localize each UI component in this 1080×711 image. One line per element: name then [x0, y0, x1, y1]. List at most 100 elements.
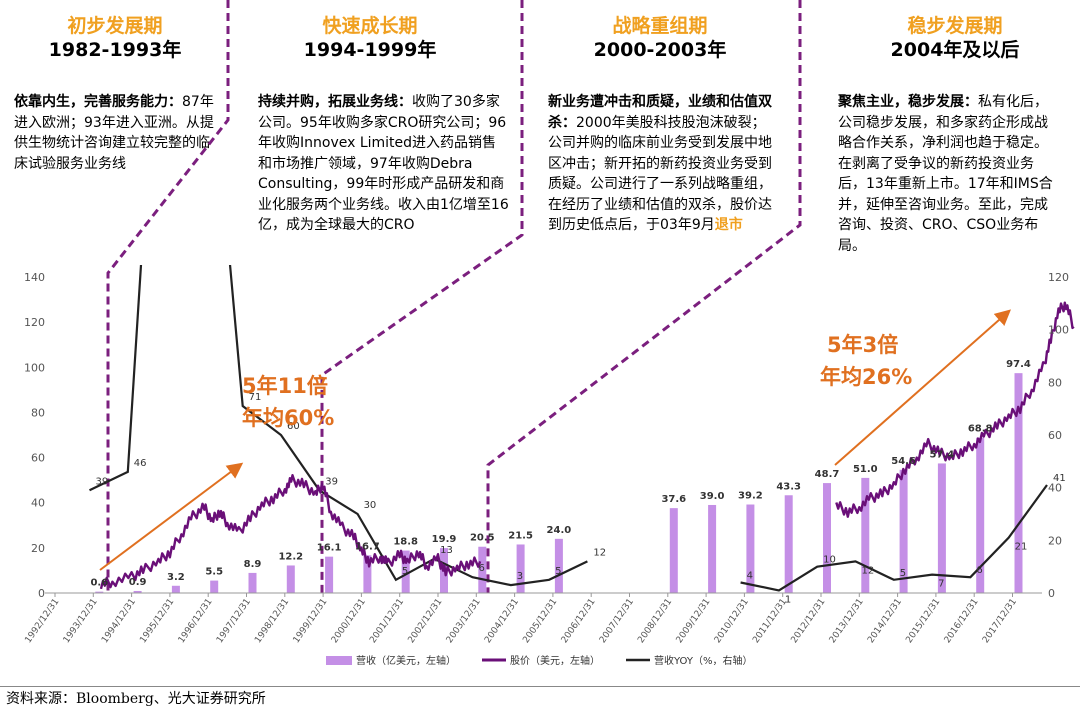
yoy-label: 46	[134, 458, 147, 469]
chart-lines	[89, 265, 1075, 592]
legend-label-yoy: 营收YOY（%，右轴）	[654, 654, 753, 667]
revenue-bar-label: 0.6	[90, 578, 108, 589]
x-axis-tick-label: 2012/12/31	[790, 597, 828, 645]
phase-4-name: 稳步发展期	[907, 15, 1003, 37]
right-axis-tick: 100	[1048, 324, 1069, 337]
x-axis-tick-label: 2016/12/31	[943, 597, 981, 645]
revenue-bar-label: 21.5	[508, 530, 533, 541]
x-axis-tick-label: 2010/12/31	[713, 597, 751, 645]
phase-3-years: 2000-2003年	[593, 39, 727, 61]
revenue-bar	[823, 483, 831, 593]
revenue-bar	[133, 590, 142, 593]
yoy-label: 12	[593, 547, 606, 558]
revenue-bar	[937, 463, 946, 593]
phase-2-description: 持续并购，拓展业务线：收购了30多家公司。95年收购多家CRO研究公司；96年收…	[258, 92, 510, 236]
price-line-2	[835, 301, 1075, 518]
revenue-bar-label: 5.5	[205, 567, 223, 578]
yoy-label: 6	[478, 563, 484, 574]
yoy-label: 5	[900, 568, 906, 579]
x-axis-tick-label: 1995/12/31	[138, 597, 176, 645]
yoy-line-2	[740, 484, 1048, 592]
revenue-price-chart: 0.6 0.9 3.2 5.5 8.9 12.2 16.1 16.7 18.8 19.9 20.5 2…	[24, 0, 1075, 667]
revenue-bar	[363, 555, 372, 593]
revenue-bar	[286, 565, 295, 593]
left-axis-tick: 40	[31, 497, 45, 510]
revenue-bars	[95, 373, 1023, 593]
left-axis-tick: 120	[24, 316, 45, 329]
yoy-label: 13	[440, 545, 453, 556]
revenue-bar	[516, 544, 525, 593]
phase-1-description: 依靠内生，完善服务能力：87年进入欧洲；93年进入亚洲。从提供生物统计咨询建立较…	[14, 92, 214, 174]
x-axis-tick-label: 2001/12/31	[368, 597, 406, 645]
phase-1-years: 1982-1993年	[48, 39, 182, 61]
x-axis-tick-label: 2000/12/31	[330, 597, 368, 645]
revenue-bar	[976, 437, 985, 593]
x-axis-tick-label: 1993/12/31	[62, 597, 100, 645]
right-axis-tick: 80	[1048, 376, 1062, 389]
revenue-bar	[746, 504, 755, 593]
yoy-label: 21	[1015, 542, 1028, 553]
legend-label-revenue: 营收（亿美元，左轴）	[356, 654, 456, 667]
right-axis-tick: 0	[1048, 587, 1055, 600]
x-axis-tick-label: 2011/12/31	[751, 597, 789, 645]
phase-3-name: 战略重组期	[612, 15, 708, 37]
revenue-bar	[95, 591, 104, 593]
phase-1-name: 初步发展期	[67, 15, 163, 37]
legend-label-price: 股价（美元，左轴）	[510, 654, 600, 667]
growth-arrow-1	[99, 462, 244, 571]
revenue-bar	[478, 546, 487, 593]
revenue-bar	[210, 580, 219, 593]
revenue-bar-label: 37.6	[661, 494, 686, 505]
x-axis-tick-label: 1996/12/31	[177, 597, 215, 645]
phase-2-years: 1994-1999年	[303, 39, 437, 61]
callout-1-line-1: 5年11倍	[242, 374, 328, 398]
yoy-label: 60	[287, 421, 300, 432]
x-axis-tick-label: 2003/12/31	[445, 597, 483, 645]
right-axis-tick: 120	[1048, 271, 1069, 284]
callout-1-line-2: 年均60%	[242, 406, 334, 430]
phase-4-years: 2004年及以后	[890, 39, 1020, 61]
source-divider	[0, 686, 1080, 687]
revenue-bar	[669, 508, 678, 593]
right-axis-tick: 40	[1048, 482, 1062, 495]
x-axis-tick-label: 2014/12/31	[866, 597, 904, 645]
phase-3-desc-body: 2000年美股科技股泡沫破裂；公司并购的临床前业务受到发展中地区冲击；新开拓的新…	[548, 114, 772, 234]
revenue-bar-label: 16.1	[317, 543, 342, 554]
revenue-bar-label: 20.5	[470, 533, 495, 544]
legend-swatch-revenue	[326, 656, 352, 665]
left-axis-tick: 80	[31, 406, 45, 419]
phase-4-description: 聚焦主业，稳步发展：私有化后，公司稳步发展，和多家药企形成战略合作关系，净利润也…	[838, 92, 1060, 256]
phase-2-name: 快速成长期	[322, 15, 418, 37]
revenue-bar	[1014, 373, 1023, 593]
yoy-label: 5	[402, 566, 408, 577]
revenue-bar	[784, 495, 793, 593]
revenue-bar-label: 97.4	[1006, 359, 1031, 370]
revenue-bar-label: 39.0	[700, 491, 725, 502]
yoy-label: 39	[95, 476, 108, 487]
yoy-label: 12	[861, 565, 874, 576]
phase-divider-1	[106, 0, 230, 593]
phase-4-desc-body: 私有化后，公司稳步发展，和多家药企形成战略合作关系，净利润也趋于稳定。在剥离了受…	[838, 94, 1053, 254]
x-axis-tick-label: 2004/12/31	[483, 597, 521, 645]
phase-2-header: 快速成长期 1994-1999年	[275, 14, 465, 62]
left-axis-tick: 140	[24, 271, 45, 284]
x-axis-tick-label: 2002/12/31	[407, 597, 445, 645]
revenue-bar	[171, 585, 180, 593]
callout-2-line-2: 年均26%	[820, 365, 912, 389]
revenue-bar	[861, 477, 870, 593]
revenue-bar-label: 12.2	[278, 551, 303, 562]
phase-4-desc-head: 聚焦主业，稳步发展：	[838, 94, 978, 110]
revenue-bar-label: 8.9	[244, 559, 262, 570]
revenue-bar-label: 39.2	[738, 491, 763, 502]
x-axis-tick-label: 2017/12/31	[981, 597, 1019, 645]
phase-2-desc-body: 收购了30多家公司。95年收购多家CRO研究公司；96年收购Innovex Li…	[258, 94, 509, 233]
left-axis-tick: 20	[31, 542, 45, 555]
revenue-bar-label: 51.0	[853, 464, 878, 475]
left-axis-tick: 100	[24, 361, 45, 374]
growth-arrow-2	[834, 309, 1011, 466]
revenue-bar	[899, 469, 908, 593]
yoy-line-1	[89, 265, 588, 587]
yoy-label: 4	[747, 570, 753, 581]
x-axis-tick-label: 1999/12/31	[292, 597, 330, 645]
x-axis-tick-label: 2013/12/31	[828, 597, 866, 645]
